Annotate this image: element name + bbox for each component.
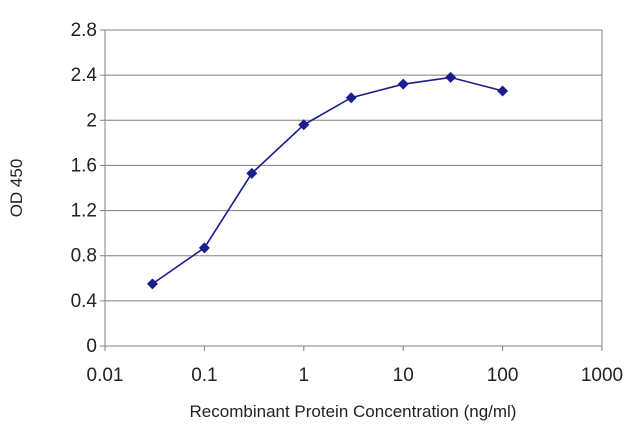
series-markers xyxy=(146,71,509,290)
y-tick-label: 1.2 xyxy=(71,201,97,222)
x-tick-label: 100 xyxy=(487,365,519,386)
x-tick-label: 10 xyxy=(393,365,414,386)
data-point xyxy=(445,71,457,83)
grid-lines xyxy=(100,29,603,351)
y-tick-label: 0.8 xyxy=(71,246,97,267)
data-point xyxy=(497,85,509,97)
x-axis-label: Recombinant Protein Concentration (ng/ml… xyxy=(190,402,517,421)
data-point xyxy=(298,119,310,131)
x-tick-label: 0.01 xyxy=(87,365,124,386)
y-tick-label: 2.4 xyxy=(71,65,98,86)
y-tick-labels: 0 0.4 0.8 1.2 1.6 2 2.4 2.8 xyxy=(71,20,98,357)
series-line xyxy=(151,76,503,285)
y-tick-label: 2 xyxy=(86,110,97,131)
data-point xyxy=(246,167,258,179)
y-tick-label: 0 xyxy=(86,336,97,357)
data-point xyxy=(345,92,357,104)
data-point xyxy=(198,242,210,254)
plot-area xyxy=(104,29,603,347)
x-tick-labels: 0.01 0.1 1 10 100 1000 xyxy=(87,365,624,386)
y-tick-label: 1.6 xyxy=(71,155,97,176)
data-point xyxy=(397,78,409,90)
y-tick-label: 0.4 xyxy=(71,291,98,312)
y-axis-label: OD 450 xyxy=(7,159,26,218)
x-tick-label: 1 xyxy=(299,365,310,386)
x-tick-label: 0.1 xyxy=(191,365,217,386)
x-tick-label: 1000 xyxy=(581,365,623,386)
data-point xyxy=(146,278,158,290)
y-tick-label: 2.8 xyxy=(71,20,97,41)
